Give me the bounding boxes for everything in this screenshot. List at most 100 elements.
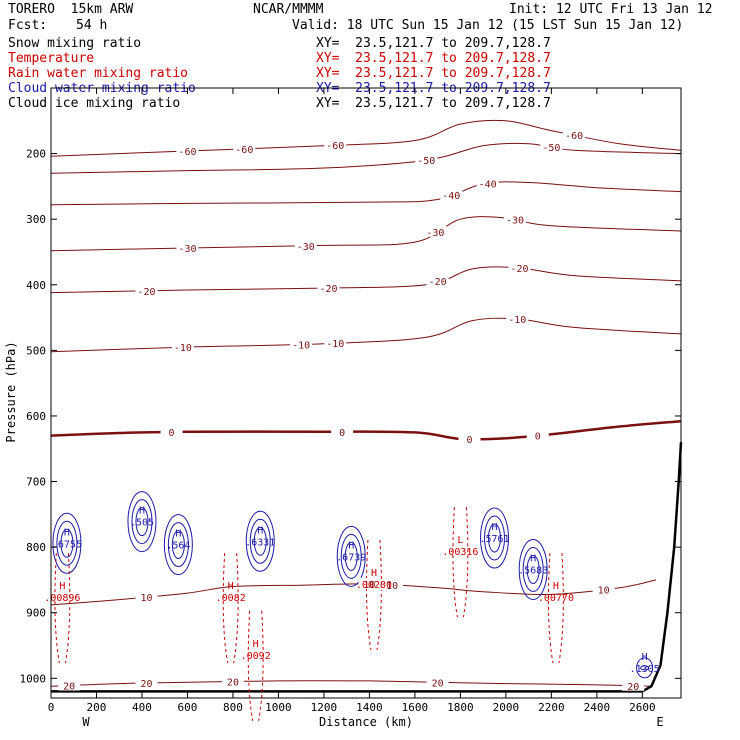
cloud-water-contour xyxy=(52,512,82,574)
x-axis-west-label: W xyxy=(82,715,90,729)
isotherm-label-bg xyxy=(160,426,183,438)
isotherm-label-bg xyxy=(503,213,526,225)
x-tick-label: 2000 xyxy=(493,701,520,714)
forecast-label: Fcst: xyxy=(8,18,48,33)
x-tick-label: 200 xyxy=(87,701,107,714)
cloud-water-contour xyxy=(484,515,506,561)
cloud-water-contour xyxy=(167,522,189,568)
cloud-water-max-marker: H xyxy=(257,525,263,536)
cloud-water-contour xyxy=(135,507,149,537)
isotherm-label-bg xyxy=(317,281,340,293)
isotherm-label: 20 xyxy=(432,678,444,689)
isotherm-label: -20 xyxy=(319,284,337,295)
cloud-water-max-value: .564 xyxy=(166,541,190,552)
isotherm-minus-10 xyxy=(50,317,682,353)
isotherm-label-bg xyxy=(221,675,244,687)
isotherm-label-bg xyxy=(506,312,529,324)
isotherm-label: -10 xyxy=(508,315,526,326)
isotherm-label: -60 xyxy=(235,145,253,156)
legend-name-snow: Snow mixing ratio xyxy=(8,36,142,51)
cloud-water-max-marker: H xyxy=(348,540,354,551)
isotherm-label: 20 xyxy=(141,679,153,690)
isotherm-label-bg xyxy=(290,338,313,350)
x-axis-east-label: E xyxy=(656,715,663,729)
forecast-hour: 54 h xyxy=(76,18,108,33)
isotherm-label-bg xyxy=(233,142,256,154)
cloud-water-contour xyxy=(340,533,362,579)
center-label: NCAR/MMMM xyxy=(253,2,324,17)
x-tick-label: 2200 xyxy=(538,701,565,714)
rain-water-max-value: .00770 xyxy=(538,593,574,604)
isotherm-label: -20 xyxy=(429,277,447,288)
legend-xy-rain: XY= 23.5,121.7 to 209.7,128.7 xyxy=(316,66,551,81)
x-axis-title: Distance (km) xyxy=(319,715,413,729)
isotherm-label-bg xyxy=(622,679,645,691)
isotherm-label-bg xyxy=(563,129,586,141)
y-tick-label: 900 xyxy=(26,607,46,620)
terrain-line xyxy=(51,442,683,693)
isotherm-label: -40 xyxy=(442,191,460,202)
cloud-water-max-value: .6739 xyxy=(336,552,366,563)
x-tick-label: 0 xyxy=(48,701,55,714)
isotherm-label: 10 xyxy=(363,580,375,591)
isotherm-label-bg xyxy=(458,432,481,444)
rain-water-max-marker: L xyxy=(457,535,463,546)
cloud-water-contour xyxy=(488,523,502,553)
isotherm-label: -30 xyxy=(178,244,196,255)
rain-water-contour xyxy=(54,553,71,664)
cloud-water-max-marker: H xyxy=(64,527,70,538)
rain-water-contour xyxy=(247,610,264,721)
cloud-water-max-marker: H xyxy=(175,529,181,540)
legend-xy-cloud-ice: XY= 23.5,121.7 to 209.7,128.7 xyxy=(316,96,551,111)
rain-water-contour xyxy=(452,507,469,618)
isotherm-label-bg xyxy=(58,679,81,691)
legend-name-cloud-water: Cloud water mixing ratio xyxy=(8,81,196,96)
rain-water-max-marker: H xyxy=(371,568,377,579)
cloud-water-contour xyxy=(253,526,267,556)
cloud-water-contour xyxy=(640,665,650,671)
cloud-water-contour xyxy=(344,541,358,571)
valid-time: Valid: 18 UTC Sun 15 Jan 12 (15 LST Sun … xyxy=(292,18,684,33)
cloud-water-contour xyxy=(60,528,74,558)
isotherm-label: 10 xyxy=(598,585,610,596)
isotherm-label: 10 xyxy=(141,593,153,604)
isotherm-label: -30 xyxy=(506,215,524,226)
cloud-water-contour xyxy=(522,547,544,593)
isotherm-minus-20 xyxy=(50,266,682,294)
cloud-water-max-value: .6755 xyxy=(52,539,82,550)
isotherm-label: -20 xyxy=(137,287,155,298)
isotherm-label: 0 xyxy=(339,428,345,439)
isotherm-minus-30 xyxy=(50,216,682,252)
isotherm-label: -30 xyxy=(426,228,444,239)
init-time: Init: 12 UTC Fri 13 Jan 12 xyxy=(509,2,713,17)
y-tick-label: 300 xyxy=(26,213,46,226)
cloud-water-contour xyxy=(249,518,271,564)
cloud-water-contour xyxy=(127,491,157,553)
isotherm-minus-50 xyxy=(50,142,682,174)
x-tick-label: 2600 xyxy=(629,701,656,714)
y-tick-label: 700 xyxy=(26,476,46,489)
isotherm-label: 20 xyxy=(227,678,239,689)
cloud-water-contour xyxy=(163,514,193,576)
rain-water-max-marker: H xyxy=(253,639,259,650)
rain-water-max-value: .00896 xyxy=(44,593,80,604)
legend-xy-snow: XY= 23.5,121.7 to 209.7,128.7 xyxy=(316,36,551,51)
x-tick-label: 1200 xyxy=(311,701,338,714)
isotherm-minus-40 xyxy=(50,181,682,206)
y-tick-label: 400 xyxy=(26,279,46,292)
cloud-water-max-marker: H xyxy=(491,522,497,533)
y-tick-label: 500 xyxy=(26,344,46,357)
cloud-water-max-value: .505 xyxy=(130,518,154,529)
isotherm-label: 20 xyxy=(63,681,75,692)
isotherm-label-bg xyxy=(508,262,531,274)
legend-xy-temperature: XY= 23.5,121.7 to 209.7,128.7 xyxy=(316,51,551,66)
isotherm-0 xyxy=(50,419,682,441)
isotherm-label: 0 xyxy=(466,435,472,446)
cloud-water-contour xyxy=(518,539,548,601)
isotherm-label-bg xyxy=(135,590,158,602)
rain-water-contour xyxy=(222,553,239,664)
isotherm-label: -60 xyxy=(565,131,583,142)
rain-water-contour xyxy=(547,553,564,664)
isotherm-label-bg xyxy=(331,425,354,437)
cloud-water-max-value: .1305 xyxy=(630,664,660,675)
